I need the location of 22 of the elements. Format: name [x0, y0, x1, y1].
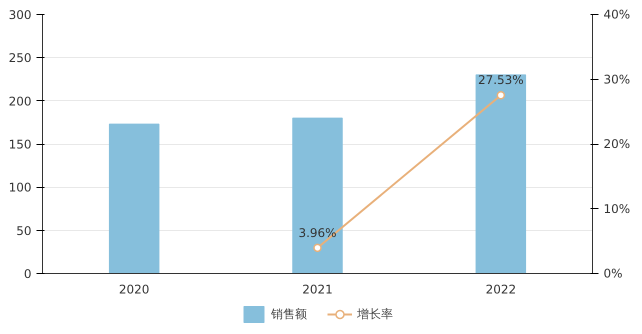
data-label: 27.53% — [478, 73, 524, 88]
legend-label: 销售额 — [271, 306, 307, 322]
y-tick-label: 100 — [8, 180, 32, 195]
bar — [108, 124, 160, 274]
y-tick-label: 200 — [8, 94, 32, 108]
y-tick-label: 300 — [8, 8, 32, 22]
x-tick-label: 2021 — [302, 282, 333, 296]
y2-tick-label: 20% — [604, 137, 630, 151]
y-tick-label: 0 — [24, 267, 32, 281]
bar — [476, 74, 526, 274]
x-tick-label: 2020 — [118, 282, 150, 296]
y2-tick-label: 0% — [604, 266, 623, 280]
y-tick-label: 50 — [16, 224, 32, 238]
y2-tick-label: 10% — [604, 202, 630, 216]
bar — [292, 118, 343, 274]
legend-label: 增长率 — [357, 306, 393, 322]
y-tick-label: 250 — [8, 51, 32, 66]
x-tick-label: 2022 — [486, 282, 516, 296]
y2-tick-label: 40% — [604, 8, 630, 22]
y2-tick-label: 30% — [604, 72, 630, 86]
y-tick-label: 150 — [8, 138, 32, 152]
data-label: 3.96% — [298, 226, 337, 240]
